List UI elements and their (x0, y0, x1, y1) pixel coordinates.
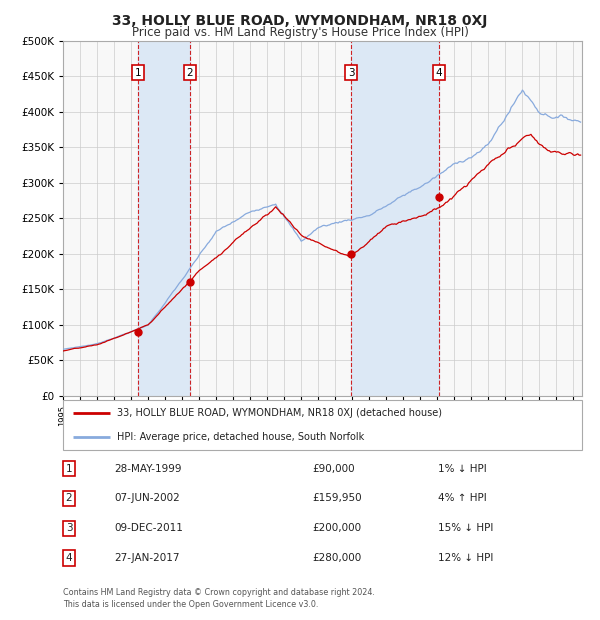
Text: 4: 4 (436, 68, 442, 78)
Bar (138, 41, 190, 396)
Text: 12% ↓ HPI: 12% ↓ HPI (438, 553, 493, 563)
Text: 3: 3 (348, 68, 355, 78)
Text: £90,000: £90,000 (312, 464, 355, 474)
Text: £280,000: £280,000 (312, 553, 361, 563)
Text: 1: 1 (135, 68, 142, 78)
Text: 1% ↓ HPI: 1% ↓ HPI (438, 464, 487, 474)
Text: 4: 4 (65, 553, 73, 563)
Text: 09-DEC-2011: 09-DEC-2011 (114, 523, 183, 533)
Bar (351, 41, 439, 396)
Text: 1: 1 (65, 464, 73, 474)
Text: £200,000: £200,000 (312, 523, 361, 533)
Text: 2: 2 (186, 68, 193, 78)
FancyBboxPatch shape (63, 400, 582, 450)
Text: 2: 2 (65, 494, 73, 503)
Text: 33, HOLLY BLUE ROAD, WYMONDHAM, NR18 0XJ: 33, HOLLY BLUE ROAD, WYMONDHAM, NR18 0XJ (112, 14, 488, 28)
Text: 07-JUN-2002: 07-JUN-2002 (114, 494, 180, 503)
Text: 4% ↑ HPI: 4% ↑ HPI (438, 494, 487, 503)
Text: HPI: Average price, detached house, South Norfolk: HPI: Average price, detached house, Sout… (118, 432, 365, 442)
Text: £159,950: £159,950 (312, 494, 362, 503)
Text: 27-JAN-2017: 27-JAN-2017 (114, 553, 179, 563)
Text: 33, HOLLY BLUE ROAD, WYMONDHAM, NR18 0XJ (detached house): 33, HOLLY BLUE ROAD, WYMONDHAM, NR18 0XJ… (118, 409, 442, 419)
Text: Contains HM Land Registry data © Crown copyright and database right 2024.
This d: Contains HM Land Registry data © Crown c… (63, 588, 375, 609)
Text: 15% ↓ HPI: 15% ↓ HPI (438, 523, 493, 533)
Text: 28-MAY-1999: 28-MAY-1999 (114, 464, 182, 474)
Text: Price paid vs. HM Land Registry's House Price Index (HPI): Price paid vs. HM Land Registry's House … (131, 26, 469, 39)
Text: 3: 3 (65, 523, 73, 533)
